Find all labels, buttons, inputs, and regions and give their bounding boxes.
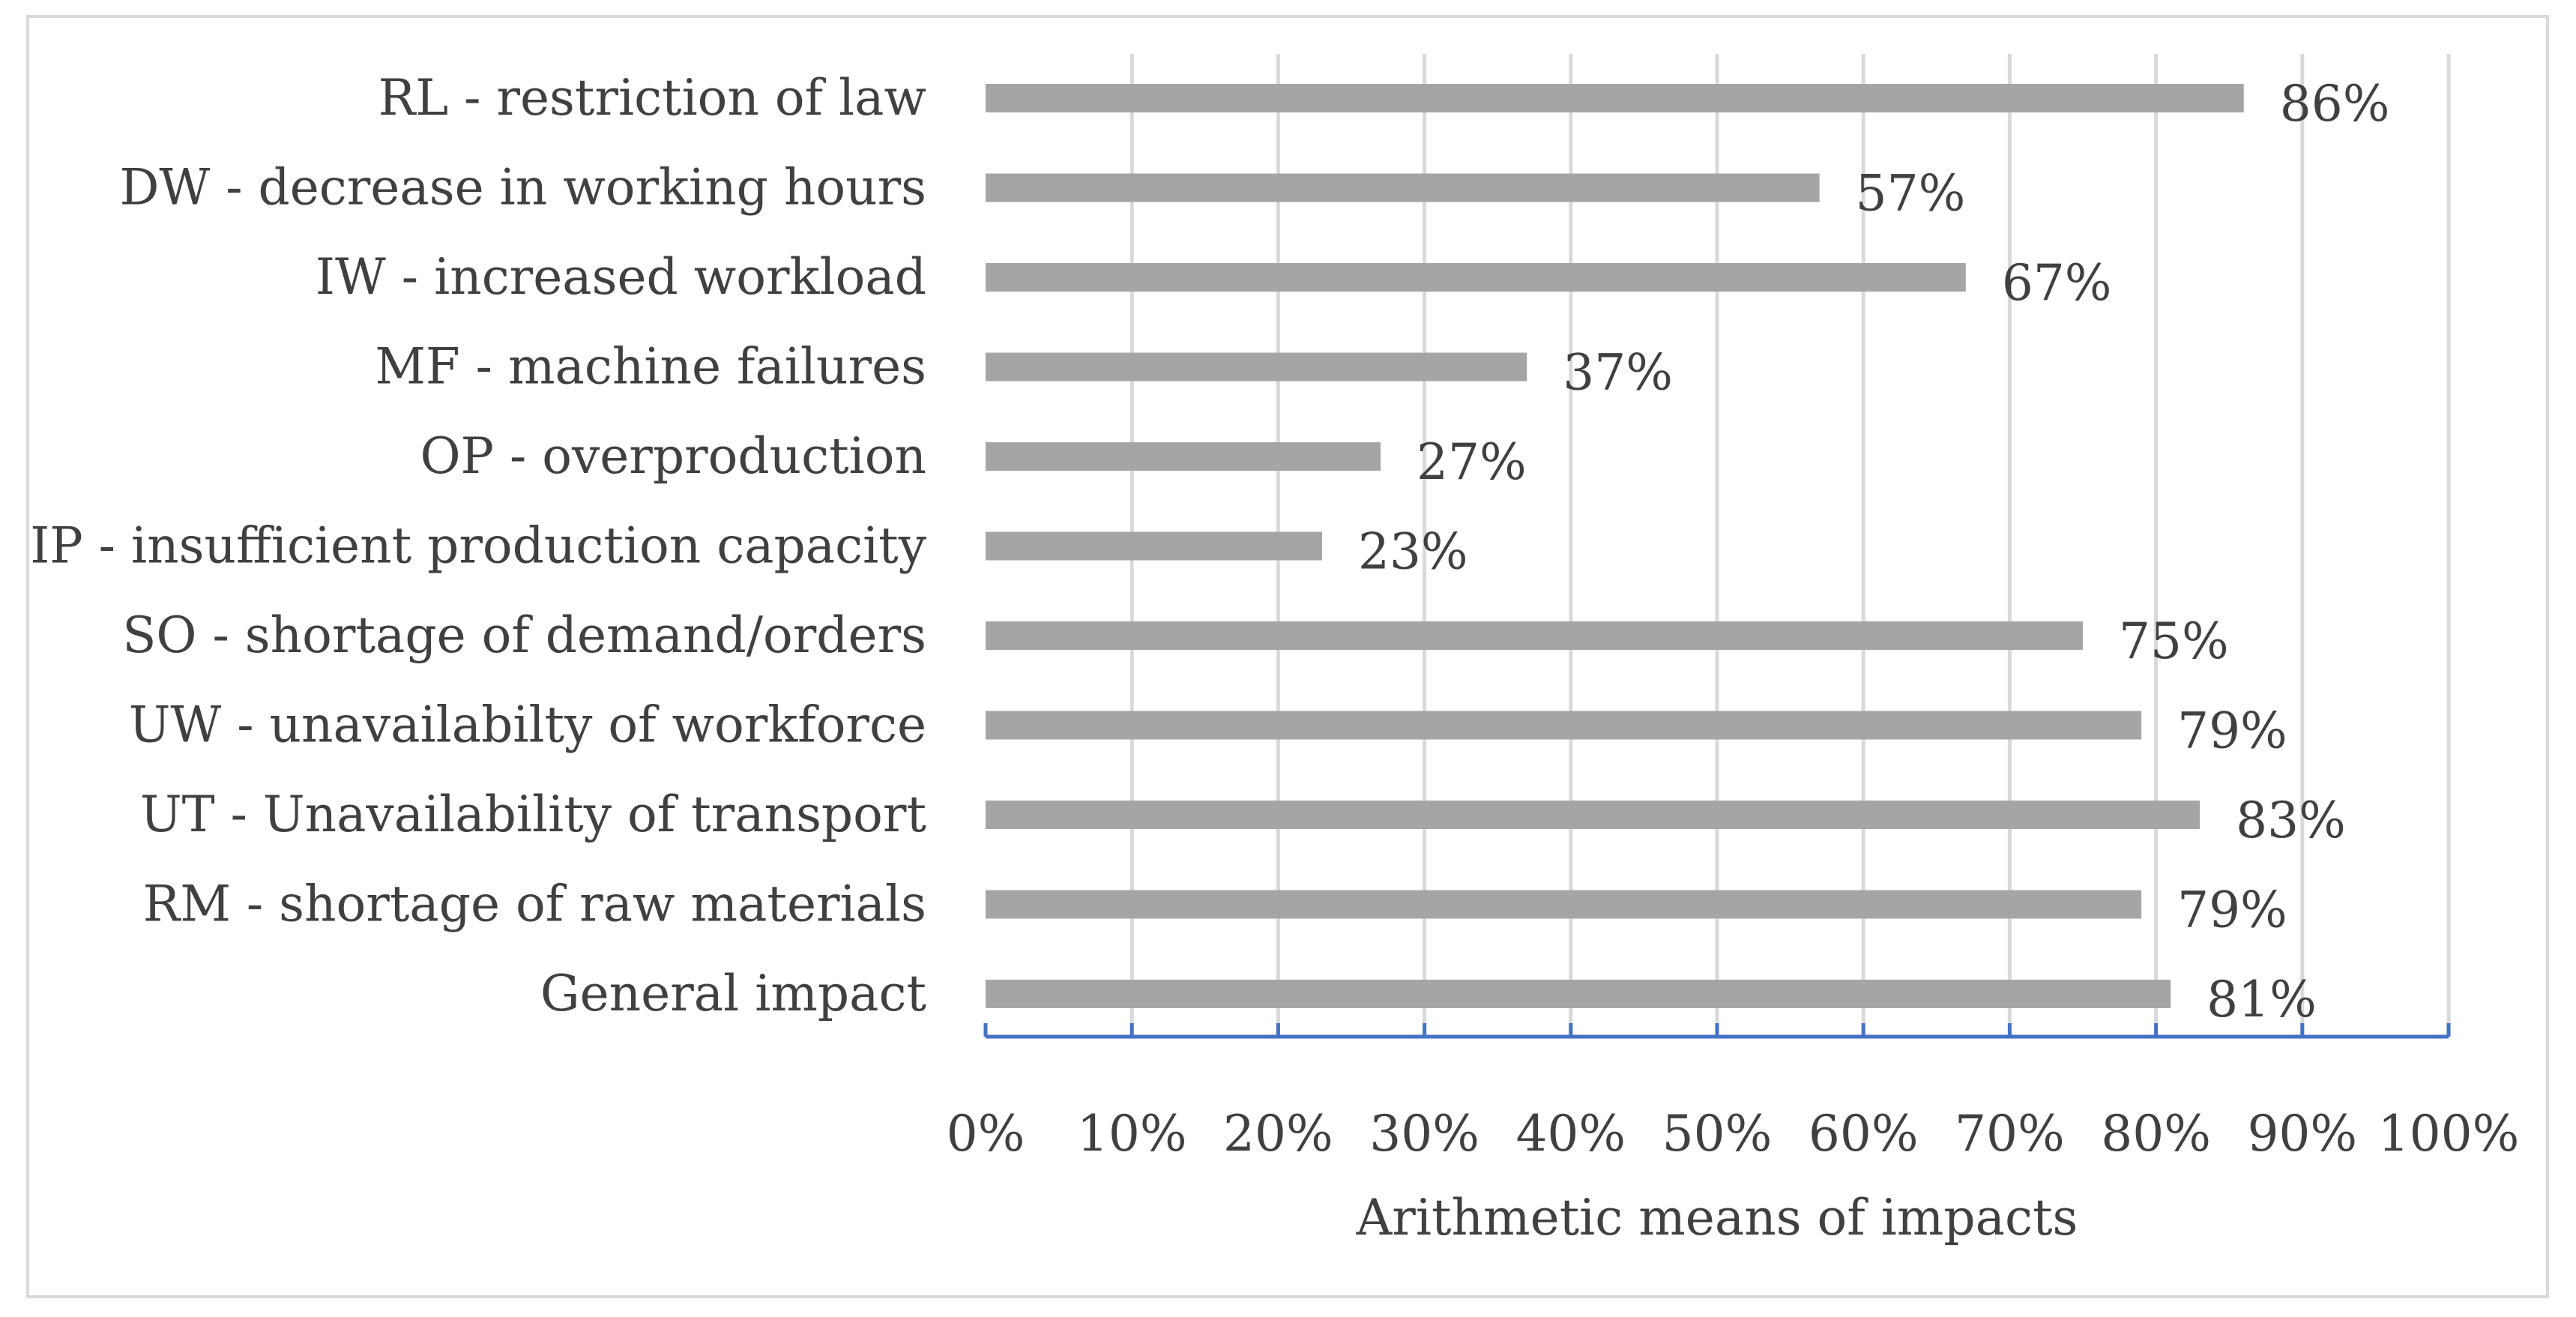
category-label: SO - shortage of demand/orders [122, 606, 926, 664]
labels: 0% 10% 20% 30% 40% 50% 60% 70% 80% 90% 100% RL - re… [30, 69, 2519, 1163]
x-tick-label: 60% [1809, 1105, 1919, 1163]
x-tick-label: 90% [2247, 1105, 2357, 1163]
x-tick-label: 70% [1955, 1105, 2065, 1163]
bar [986, 263, 1966, 292]
bar [986, 621, 2083, 650]
x-tick-label: 100% [2378, 1105, 2520, 1163]
x-tick-label: 0% [947, 1105, 1025, 1163]
x-tick-label: 50% [1662, 1105, 1773, 1163]
bar [986, 173, 1820, 202]
x-tick-label: 40% [1515, 1105, 1626, 1163]
x-axis [983, 1023, 2451, 1039]
bar [986, 980, 2171, 1008]
chart-frame [26, 15, 2549, 1298]
data-label: 75% [2119, 612, 2229, 670]
data-label: 81% [2207, 971, 2317, 1028]
gridlines [1129, 54, 2451, 1037]
x-tick-label: 30% [1369, 1105, 1479, 1163]
x-tick-label: 80% [2101, 1105, 2211, 1163]
category-label: DW - decrease in working hours [119, 159, 926, 217]
data-label: 23% [1358, 523, 1468, 581]
x-tick-label: 10% [1077, 1105, 1187, 1163]
bar [986, 801, 2201, 829]
data-label: 83% [2236, 792, 2346, 849]
category-label: General impact [540, 965, 926, 1022]
bar [986, 84, 2244, 112]
data-label: 79% [2177, 881, 2287, 939]
category-label: OP - overproduction [420, 427, 926, 485]
bar [986, 531, 1322, 561]
bar [986, 890, 2142, 919]
data-label: 37% [1563, 344, 1673, 402]
category-label: RL - restriction of law [378, 69, 926, 127]
category-label: RM - shortage of raw materials [143, 876, 926, 933]
category-label: IP - insufficient production capacity [30, 517, 926, 575]
category-label: UW - unavailabilty of workforce [129, 696, 926, 754]
bar [986, 442, 1381, 471]
data-label: 86% [2280, 75, 2390, 133]
category-label: IW - increased workload [316, 248, 926, 306]
data-label: 57% [1856, 165, 1966, 223]
data-label: 27% [1417, 433, 1527, 491]
bar [986, 711, 2142, 740]
data-label: 79% [2177, 702, 2287, 760]
data-label: 67% [2002, 254, 2112, 312]
bar [986, 352, 1527, 382]
x-tick-label: 20% [1223, 1105, 1333, 1163]
bars [986, 84, 2244, 1008]
category-label: MF - machine failures [375, 338, 926, 396]
x-axis-title: Arithmetic means of impacts [1356, 1189, 2078, 1247]
category-label: UT - Unavailability of transport [140, 786, 926, 843]
